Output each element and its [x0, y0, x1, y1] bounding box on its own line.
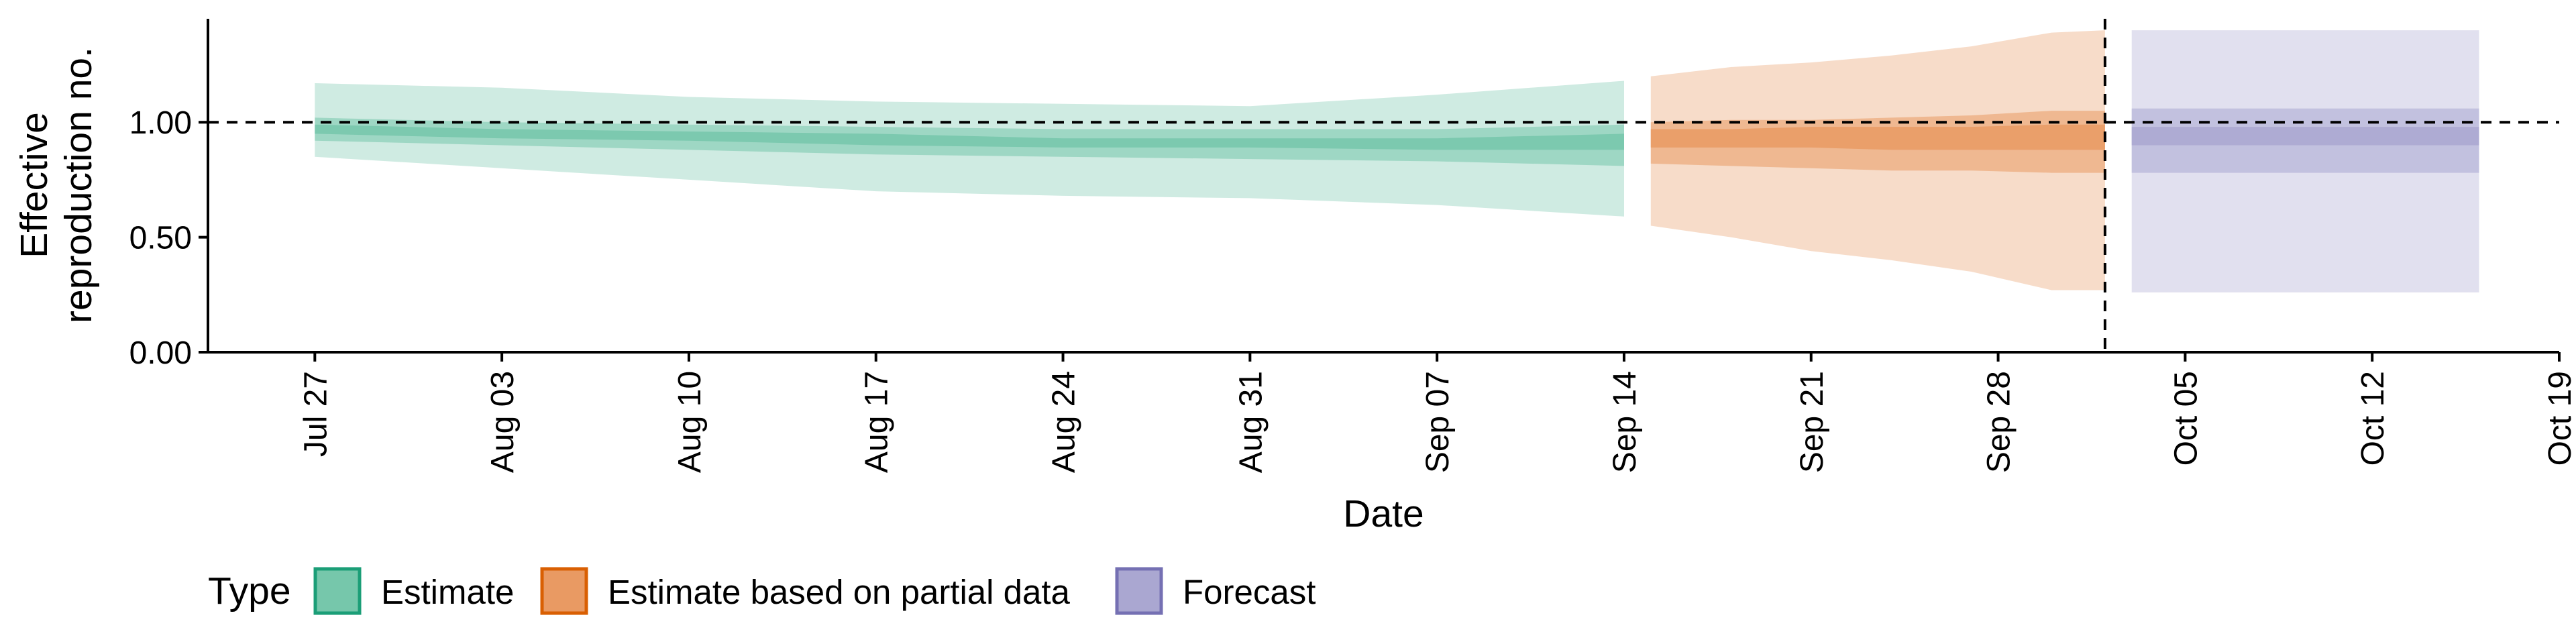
legend-label: Estimate [381, 573, 514, 611]
x-tick-label: Aug 24 [1046, 371, 1082, 473]
y-tick-label: 0.50 [129, 221, 192, 256]
x-tick-label: Aug 31 [1233, 371, 1269, 473]
legend-swatch [1115, 567, 1163, 615]
legend-swatch [313, 567, 362, 615]
x-tick-label: Oct 12 [2355, 371, 2391, 466]
y-tick-label: 0.00 [129, 335, 192, 371]
x-axis-title: Date [1343, 492, 1424, 535]
x-tick-label: Aug 10 [672, 371, 708, 473]
band-inner-forecast [2131, 127, 2479, 146]
x-tick-label: Oct 19 [2542, 371, 2576, 466]
y-tick-label: 1.00 [129, 105, 192, 141]
x-tick-label: Sep 21 [1794, 371, 1830, 473]
x-tick-label: Aug 03 [485, 371, 521, 473]
x-tick-label: Oct 05 [2168, 371, 2204, 466]
legend-swatch [540, 567, 588, 615]
band-inner-estimate [315, 124, 1624, 150]
legend-label: Forecast [1183, 573, 1316, 611]
legend-title: Type [208, 570, 291, 612]
y-axis-title-line: reproduction no. [57, 47, 100, 323]
y-axis-title: Effectivereproduction no. [13, 47, 100, 323]
axes: 0.00 0.50 1.00 Jul 27 Aug 03 Aug 10 Aug 17 Aug … [13, 19, 2576, 535]
x-tick-label: Sep 07 [1420, 371, 1456, 473]
x-tick-label: Aug 17 [859, 371, 895, 473]
legend-label: Estimate based on partial data [608, 573, 1071, 611]
y-axis-title-line: Effective [13, 112, 56, 258]
x-tick-label: Sep 14 [1607, 371, 1643, 473]
x-tick-label: Sep 28 [1982, 371, 2017, 473]
ribbon-layer [315, 30, 2479, 292]
band-inner-estimate-based-on-partial-data [1650, 124, 2105, 150]
legend: Type Estimate Estimate based on partial da… [208, 567, 1316, 615]
reference-lines [208, 19, 2559, 352]
x-tick-label: Jul 27 [298, 371, 333, 457]
